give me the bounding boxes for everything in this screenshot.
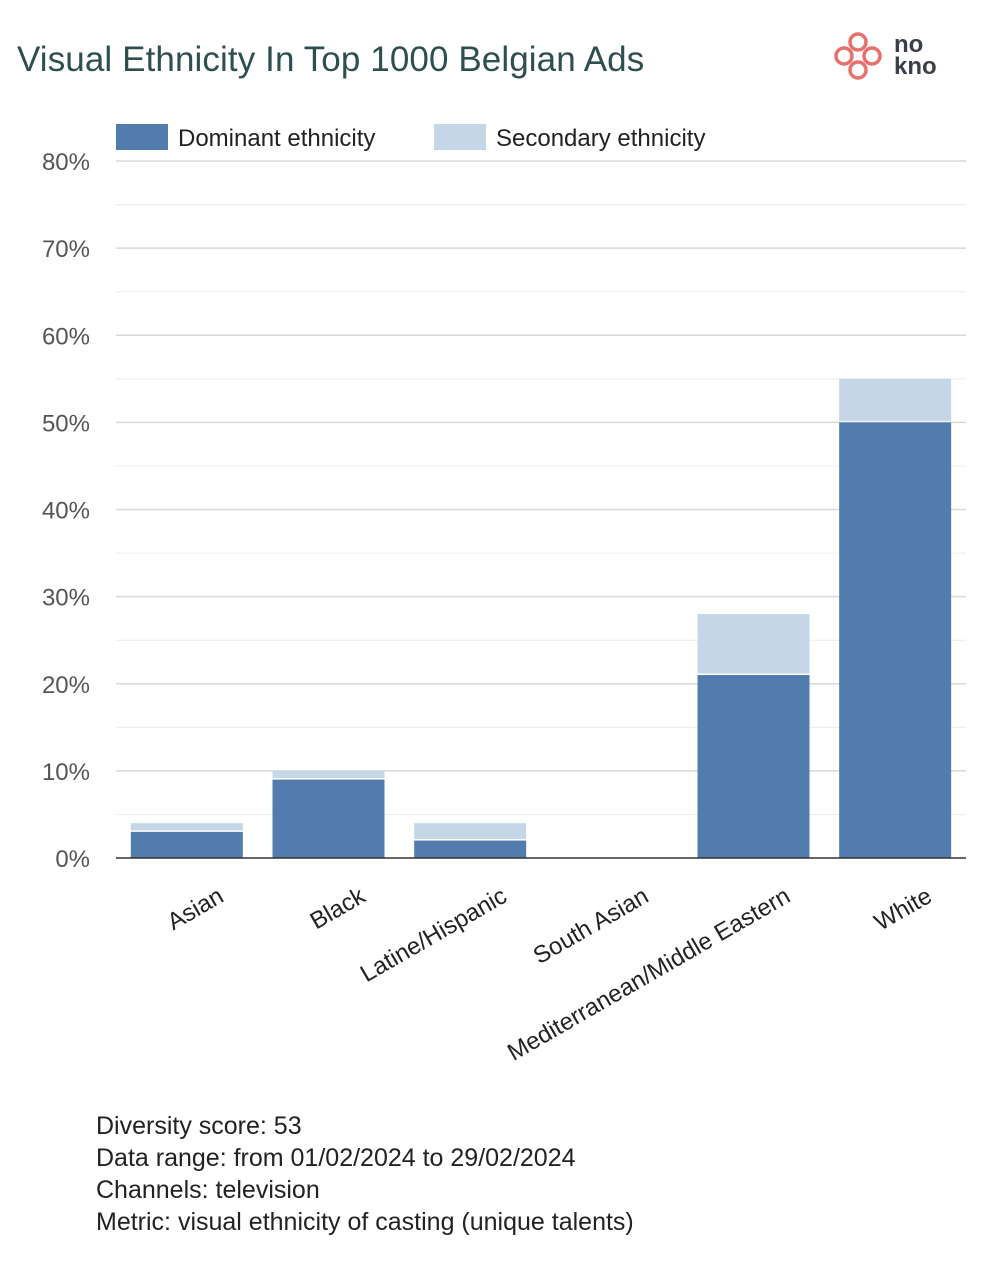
x-tick-label: South Asian (529, 882, 653, 969)
data-range: Data range: from 01/02/2024 to 29/02/202… (96, 1144, 576, 1172)
y-tick-label: 40% (42, 498, 90, 525)
legend-swatch-dominant (116, 124, 168, 150)
bar-secondary-asian (130, 823, 243, 831)
logo-icon: no kno (834, 31, 937, 80)
legend: Dominant ethnicity Secondary ethnicity (116, 124, 705, 152)
legend-label: Dominant ethnicity (178, 125, 375, 152)
y-tick-label: 30% (42, 585, 90, 612)
x-tick-label: White (870, 882, 937, 936)
y-tick-label: 60% (42, 323, 90, 350)
y-tick-label: 80% (42, 149, 90, 176)
x-tick-label: Asian (163, 882, 229, 935)
bars (116, 378, 966, 859)
bar-dominant-asian (130, 831, 243, 858)
y-tick-label: 10% (42, 759, 90, 786)
y-tick-label: 0% (55, 846, 90, 873)
bar-dominant-latine-hispanic (414, 840, 527, 858)
metric: Metric: visual ethnicity of casting (uni… (96, 1208, 634, 1236)
logo-text-2: kno (894, 53, 937, 80)
y-axis-ticks: 0% 10% 20% 30% 40% 50% 60% 70% 80% (42, 149, 90, 873)
bar-chart: 0% 10% 20% 30% 40% 50% 60% 70% 80% Asian BlackLat… (42, 124, 966, 1067)
legend-swatch-secondary (434, 124, 486, 150)
legend-label: Secondary ethnicity (496, 125, 705, 152)
x-tick-label: Latine/Hispanic (356, 882, 512, 987)
y-tick-label: 70% (42, 236, 90, 263)
logo-text-1: no (894, 31, 923, 58)
x-tick-label: Black (306, 882, 371, 935)
chart-title: Visual Ethnicity In Top 1000 Belgian Ads (17, 40, 645, 79)
y-tick-label: 50% (42, 410, 90, 437)
diversity-score: Diversity score: 53 (96, 1112, 302, 1140)
bar-dominant-black (272, 779, 385, 858)
bar-secondary-white (839, 378, 952, 421)
channels: Channels: television (96, 1176, 320, 1204)
x-tick-label: Mediterranean/Middle Eastern (503, 882, 795, 1066)
brand-logo: no kno (832, 30, 954, 86)
chart-footer: Diversity score: 53 Data range: from 01/… (96, 1110, 634, 1238)
bar-secondary-latine-hispanic (414, 823, 527, 840)
grid-lines (116, 160, 966, 815)
bar-dominant-mediterranean-middle-eastern (697, 675, 810, 858)
bar-secondary-mediterranean-middle-eastern (697, 614, 810, 674)
y-tick-label: 20% (42, 672, 90, 699)
bar-dominant-white (839, 422, 952, 858)
bar-secondary-black (272, 770, 385, 779)
